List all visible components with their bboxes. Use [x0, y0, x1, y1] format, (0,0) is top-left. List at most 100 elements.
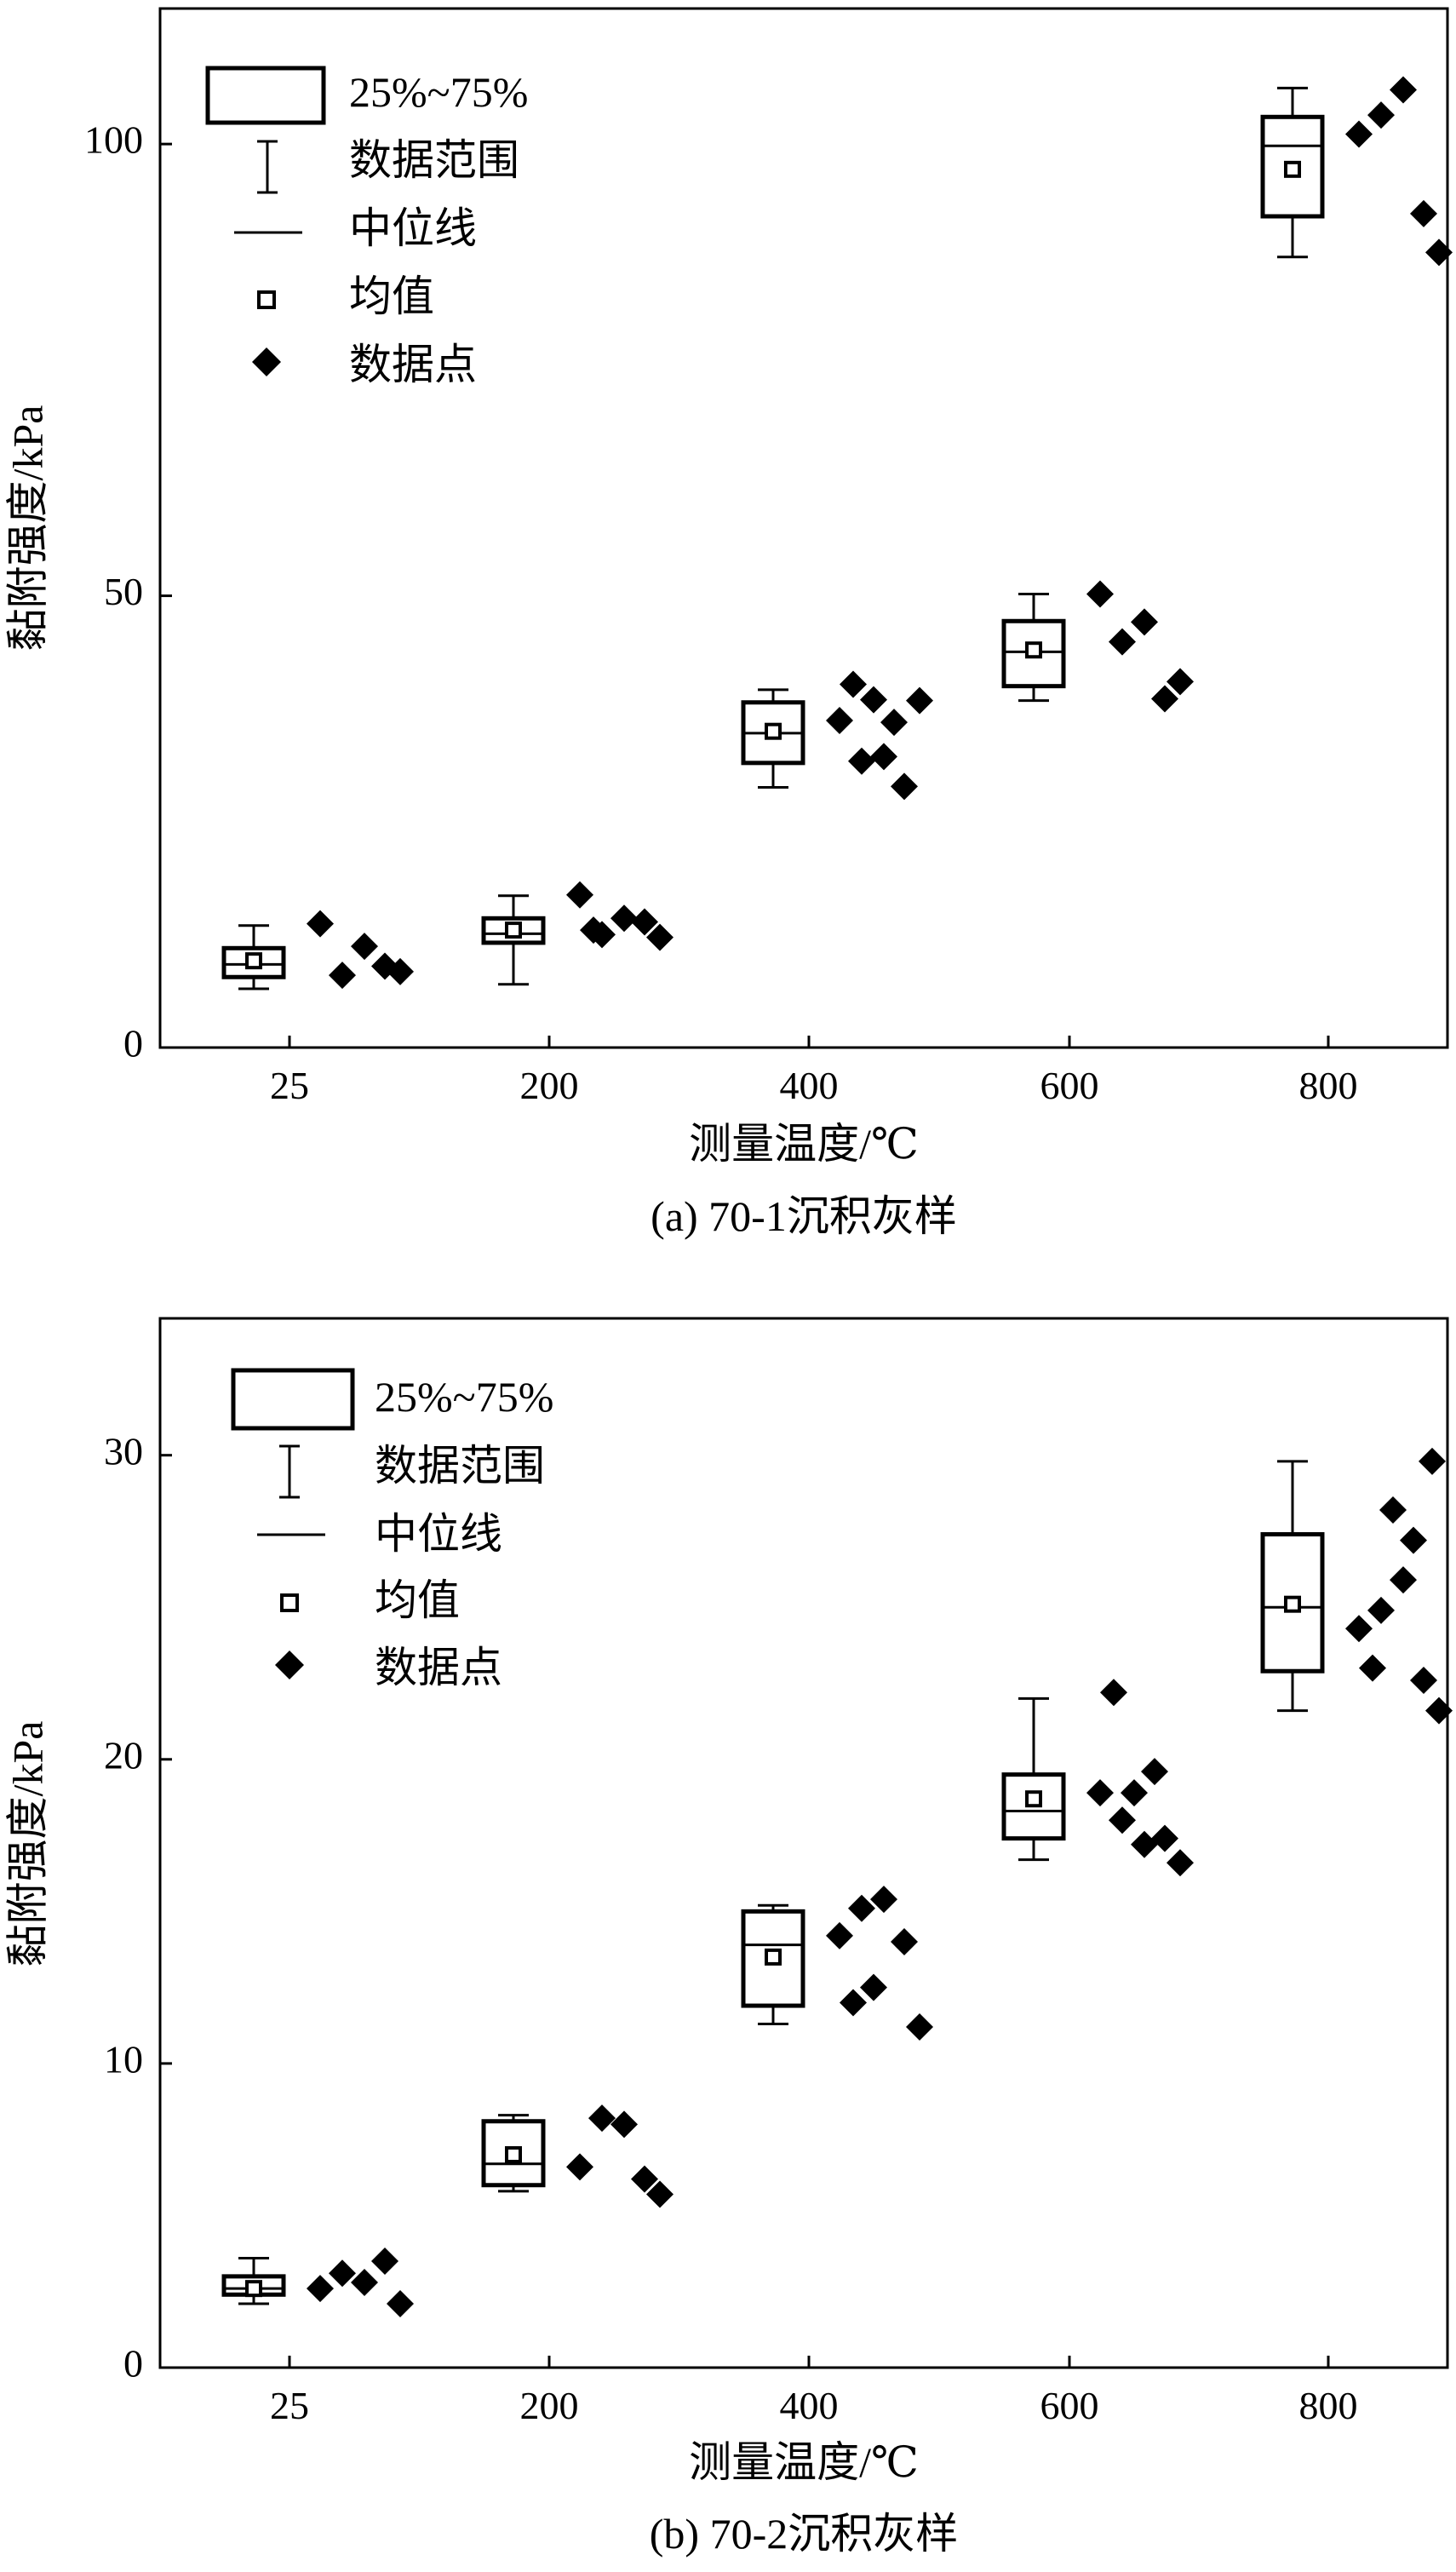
x-tick-label-b: 600	[1040, 2384, 1099, 2427]
mean-marker	[245, 952, 262, 970]
data-point-a	[329, 962, 356, 990]
legend-points-label-b: 数据点	[375, 1644, 502, 1691]
iqr-box	[221, 945, 286, 979]
data-point-b	[1167, 1849, 1194, 1877]
data-point-a	[891, 772, 918, 801]
data-point-a	[566, 881, 593, 909]
legend-box-swatch-b	[231, 1368, 355, 1431]
data-point-b	[1086, 1779, 1114, 1807]
mean-marker	[1284, 1595, 1301, 1613]
legend-median-label-a: 中位线	[349, 204, 477, 252]
data-point-b	[631, 2165, 658, 2193]
data-point-a	[1131, 608, 1158, 636]
mean-marker	[1025, 1790, 1042, 1808]
x-tick-label-a: 400	[780, 1064, 839, 1107]
data-point-b	[848, 1894, 875, 1922]
data-point-b	[1425, 1696, 1453, 1725]
plot-frame-b	[158, 1317, 1449, 2369]
mean-marker	[765, 722, 782, 740]
data-point-b	[1345, 1615, 1373, 1643]
data-point-b	[646, 2180, 674, 2208]
box-a-25	[221, 924, 286, 990]
box-b-200	[481, 2114, 546, 2193]
y-tick-label-b: 20	[104, 1733, 143, 1777]
box-b-800	[1260, 1460, 1325, 1713]
data-point-b	[1379, 1496, 1407, 1524]
y-tick-label-a: 50	[104, 570, 143, 613]
box-a-600	[1001, 592, 1066, 703]
y-tick-label-b: 10	[104, 2037, 143, 2081]
legend-b: 25%~75% 数据范围 中位线 均值 数据点	[231, 1368, 553, 1691]
box-a-200	[481, 894, 546, 986]
panel-a-marks: 0 50 100 25 200 400 600 800	[84, 76, 1453, 1107]
data-point-b	[1367, 1596, 1395, 1624]
data-point-a	[351, 933, 378, 961]
data-point-b	[1151, 1824, 1178, 1852]
data-point-b	[891, 1928, 918, 1956]
data-point-b	[870, 1886, 897, 1914]
data-point-a	[1086, 580, 1114, 608]
data-point-b	[329, 2259, 356, 2288]
data-point-a	[631, 908, 658, 936]
panel-b-marks: 0 10 20 30 25 200 400 600 800	[104, 1429, 1453, 2427]
legend-range-icon-b	[279, 1444, 300, 1499]
data-point-a	[1345, 120, 1373, 148]
data-point-b	[840, 1989, 867, 2017]
x-tick-label-b: 200	[520, 2384, 579, 2427]
data-point-b	[610, 2110, 638, 2139]
data-point-a	[1109, 628, 1136, 656]
data-point-b	[906, 2013, 933, 2041]
data-point-a	[848, 747, 875, 775]
iqr-box	[1260, 114, 1325, 219]
data-point-b	[1390, 1566, 1417, 1594]
x-tick-label-a: 800	[1299, 1064, 1358, 1107]
legend-median-label-b: 中位线	[375, 1510, 502, 1558]
y-axis-label-a: 黏附强度/kPa	[3, 405, 51, 652]
data-point-b	[1109, 1806, 1136, 1834]
data-point-a	[840, 670, 867, 698]
x-tick-label-b: 25	[270, 2384, 309, 2427]
caption-b: (b) 70-2沉积灰样	[650, 2510, 958, 2558]
data-point-a	[580, 916, 607, 944]
data-point-a	[307, 910, 334, 938]
data-point-a	[1367, 101, 1395, 129]
legend-a: 25%~75% 数据范围 中位线 均值 数据点	[205, 66, 528, 388]
y-tick-label-b: 30	[104, 1429, 143, 1473]
x-tick-label-a: 25	[270, 1064, 309, 1107]
data-point-b	[1141, 1758, 1168, 1786]
legend-range-label-a: 数据范围	[349, 136, 519, 184]
legend-range-label-b: 数据范围	[375, 1442, 545, 1490]
legend-box-label-b: 25%~75%	[375, 1373, 553, 1421]
x-tick-label-b: 400	[780, 2384, 839, 2427]
iqr-box	[1260, 1532, 1325, 1674]
data-point-b	[1419, 1447, 1446, 1475]
legend-points-label-a: 数据点	[349, 341, 477, 388]
y-tick-label-b: 0	[123, 2342, 143, 2385]
x-tick-label-a: 200	[520, 1064, 579, 1107]
legend-points-icon-b	[275, 1651, 304, 1679]
mean-marker	[505, 2146, 522, 2164]
panel-b: 0 10 20 30 25 200 400 600 800 黏附强度/kPa 测量温度/℃ (b…	[3, 1317, 1453, 2558]
data-point-b	[387, 2290, 414, 2318]
data-point-a	[870, 743, 897, 771]
iqr-box	[1001, 618, 1066, 689]
legend-mean-icon-b	[280, 1593, 299, 1612]
legend-points-icon-a	[252, 347, 281, 376]
x-axis-label-b: 测量温度/℃	[689, 2438, 919, 2486]
data-point-a	[1151, 685, 1178, 713]
data-point-a	[826, 706, 853, 734]
data-point-b	[351, 2269, 378, 2297]
y-tick-label-a: 0	[123, 1022, 143, 1065]
data-point-a	[860, 686, 887, 714]
legend-mean-label-a: 均值	[349, 273, 434, 320]
panel-a: 0 50 100 25 200 400 600 800 黏附强度/kPa 测量温度/℃ (a)…	[3, 7, 1453, 1240]
data-point-b	[860, 1973, 887, 2001]
iqr-box	[481, 2119, 546, 2188]
plot-frame-a	[158, 7, 1449, 1049]
x-tick-label-a: 600	[1040, 1064, 1099, 1107]
y-axis-label-b: 黏附强度/kPa	[3, 1721, 51, 1967]
data-point-a	[1390, 76, 1417, 104]
caption-a: (a) 70-1沉积灰样	[651, 1192, 957, 1240]
mean-marker	[1284, 160, 1301, 178]
